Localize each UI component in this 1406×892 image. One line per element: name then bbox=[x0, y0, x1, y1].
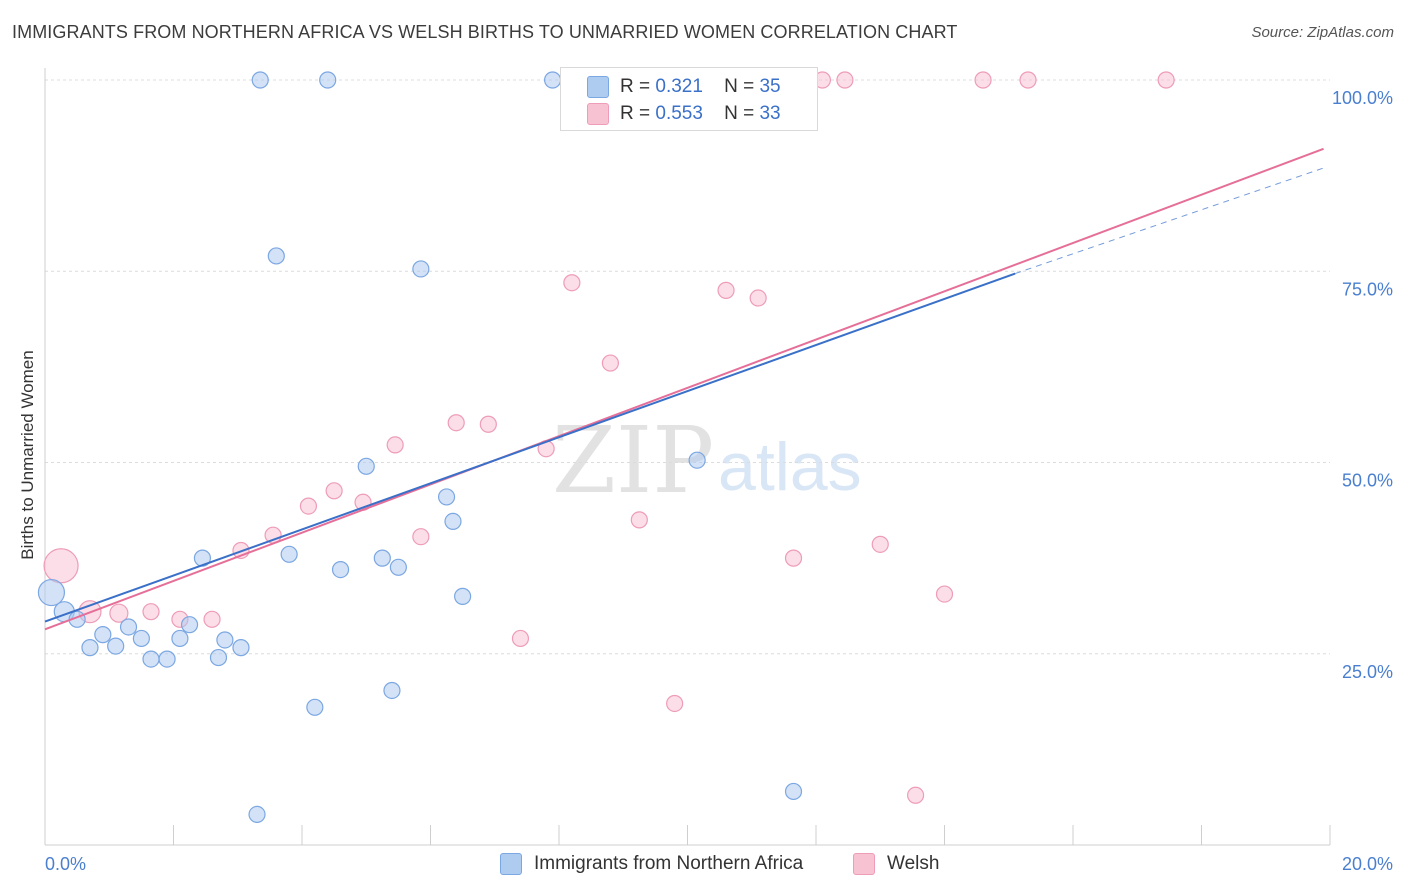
welsh-point bbox=[906, 786, 925, 804]
welsh-point bbox=[630, 511, 648, 529]
welsh-point bbox=[563, 274, 581, 292]
trend-lines bbox=[44, 147, 1324, 631]
welsh-point bbox=[479, 415, 497, 433]
welsh-points bbox=[43, 71, 1175, 804]
welsh-point bbox=[412, 528, 430, 546]
welsh-point bbox=[299, 497, 318, 515]
watermark: ZIP atlas bbox=[552, 407, 862, 514]
welsh-point bbox=[666, 694, 684, 713]
immigrants-point bbox=[373, 549, 391, 567]
y-tick-label: 100.0% bbox=[1332, 88, 1393, 108]
immigrants-point bbox=[107, 637, 125, 655]
stats-legend: R = 0.321 N = 35 R = 0.553 N = 33 bbox=[560, 67, 818, 131]
legend-swatch-blue bbox=[587, 76, 609, 98]
immigrants-point bbox=[81, 639, 99, 657]
legend-n-label: N = bbox=[724, 103, 755, 124]
immigrants-point bbox=[251, 71, 269, 89]
welsh-point bbox=[717, 281, 735, 299]
legend-label-immigrants: Immigrants from Northern Africa bbox=[534, 853, 804, 874]
immigrants-point bbox=[357, 457, 375, 475]
welsh-point bbox=[142, 603, 160, 621]
immigrants-point bbox=[784, 782, 803, 801]
immigrants-point bbox=[232, 639, 250, 657]
immigrants-point bbox=[267, 247, 285, 265]
legend-r-label: R = bbox=[620, 103, 651, 124]
welsh-point bbox=[109, 603, 129, 623]
immigrants-trend-line bbox=[44, 272, 1016, 623]
watermark-zip: ZIP bbox=[552, 407, 714, 514]
welsh-point bbox=[784, 549, 803, 567]
legend-r-value: 0.553 bbox=[655, 103, 703, 124]
y-tick-label: 25.0% bbox=[1342, 662, 1393, 682]
welsh-point bbox=[974, 71, 992, 89]
x-tick-label: 20.0% bbox=[1342, 854, 1393, 874]
immigrants-point bbox=[37, 578, 66, 607]
legend-swatch-pink bbox=[587, 103, 609, 125]
immigrants-point bbox=[688, 451, 706, 469]
welsh-point bbox=[325, 482, 343, 500]
legend-item-immigrants[interactable]: Immigrants from Northern Africa bbox=[500, 850, 803, 878]
welsh-point bbox=[386, 436, 404, 454]
welsh-point bbox=[836, 71, 854, 89]
immigrants-point bbox=[171, 629, 189, 648]
chart-title: IMMIGRANTS FROM NORTHERN AFRICA VS WELSH… bbox=[12, 22, 958, 42]
immigrants-point bbox=[543, 71, 562, 89]
legend-r-value: 0.321 bbox=[655, 76, 703, 97]
immigrants-point bbox=[216, 631, 234, 649]
axes bbox=[44, 68, 1331, 846]
immigrants-point bbox=[383, 681, 401, 700]
legend-item-welsh[interactable]: Welsh bbox=[853, 850, 939, 878]
immigrants-trend-extension bbox=[1015, 167, 1324, 275]
immigrants-point bbox=[280, 545, 298, 563]
y-tick-label: 50.0% bbox=[1342, 471, 1393, 491]
immigrants-point bbox=[119, 618, 138, 636]
immigrants-point bbox=[437, 488, 456, 506]
legend-r-label: R = bbox=[620, 76, 651, 97]
immigrants-point bbox=[444, 512, 462, 531]
gridlines bbox=[45, 79, 1330, 655]
immigrants-point bbox=[158, 650, 176, 668]
legend-swatch-pink bbox=[853, 853, 875, 875]
immigrants-point bbox=[454, 587, 472, 605]
legend-label-welsh: Welsh bbox=[887, 853, 940, 874]
x-tick-label: 0.0% bbox=[45, 854, 86, 874]
immigrants-point bbox=[306, 698, 324, 716]
immigrants-point bbox=[389, 558, 407, 576]
welsh-point bbox=[749, 289, 767, 307]
legend-n-value: 35 bbox=[759, 76, 781, 97]
immigrants-point bbox=[132, 629, 150, 648]
legend-row-text: R = 0.553 N = 33 bbox=[620, 103, 781, 125]
legend-swatch-blue bbox=[500, 853, 522, 875]
immigrants-point bbox=[412, 260, 430, 278]
welsh-point bbox=[601, 354, 620, 372]
welsh-point bbox=[43, 548, 79, 584]
source-label: Source: ZipAtlas.com bbox=[1251, 24, 1394, 41]
legend-n-label: N = bbox=[724, 76, 755, 97]
welsh-point bbox=[203, 610, 221, 628]
welsh-point bbox=[511, 629, 530, 648]
immigrants-point bbox=[209, 648, 228, 667]
immigrants-point bbox=[142, 650, 160, 668]
y-tick-label: 75.0% bbox=[1342, 279, 1393, 299]
welsh-point bbox=[935, 585, 954, 603]
tick-labels: 25.0% 50.0% 75.0% 100.0% 0.0% 20.0% bbox=[45, 88, 1393, 874]
immigrants-point bbox=[180, 616, 199, 634]
legend-row-text: R = 0.321 N = 35 bbox=[620, 76, 781, 98]
immigrants-point bbox=[331, 560, 350, 579]
watermark-atlas: atlas bbox=[718, 429, 862, 505]
welsh-trend-line bbox=[44, 147, 1324, 631]
welsh-point bbox=[1019, 71, 1037, 89]
welsh-point bbox=[447, 414, 465, 432]
legend-n-value: 33 bbox=[759, 103, 781, 124]
immigrants-point bbox=[319, 71, 337, 89]
immigrants-point bbox=[94, 626, 112, 644]
welsh-point bbox=[1157, 71, 1175, 89]
welsh-point bbox=[871, 535, 889, 553]
immigrants-point bbox=[248, 805, 266, 824]
